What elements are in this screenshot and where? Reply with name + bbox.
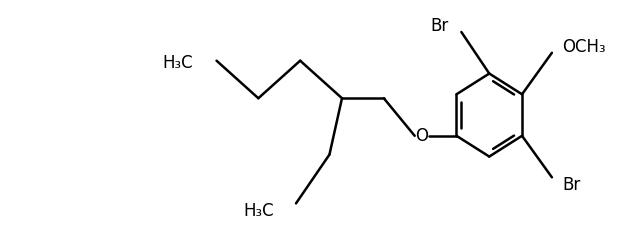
Text: OCH₃: OCH₃ <box>562 38 605 56</box>
Text: Br: Br <box>563 176 581 194</box>
Text: Br: Br <box>430 17 449 35</box>
Text: H₃C: H₃C <box>162 54 193 72</box>
Text: H₃C: H₃C <box>243 202 274 220</box>
Text: O: O <box>415 127 428 145</box>
